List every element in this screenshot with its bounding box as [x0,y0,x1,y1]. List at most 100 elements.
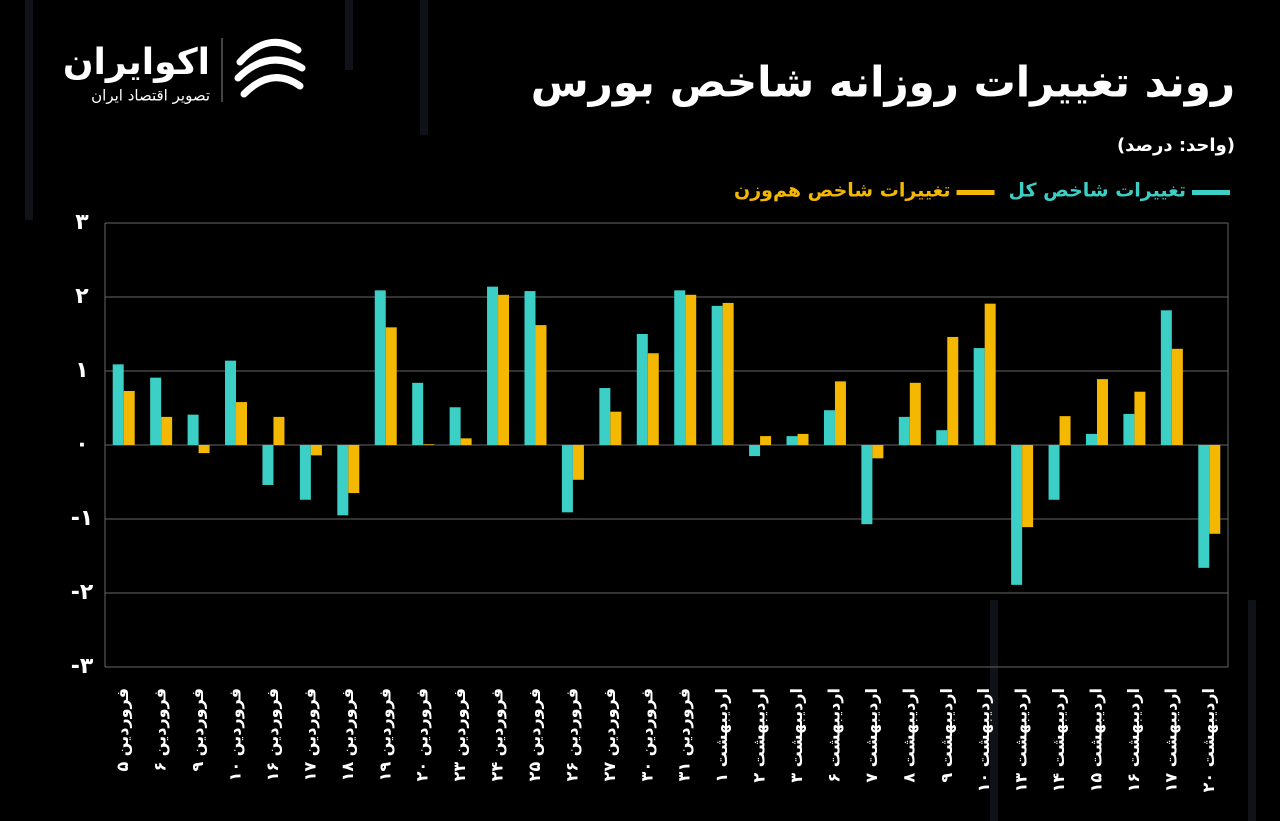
x-tick-label: فروردین ۱۹ [375,688,394,781]
x-tick-label: اردیبهشت ۲ [750,688,769,783]
bar [1171,348,1183,445]
bar [973,348,985,445]
x-tick-label: فروردین ۲۰ [413,688,432,781]
bar [337,445,349,516]
x-tick-label: فروردین ۲۴ [488,688,507,781]
bar [236,402,248,445]
bar [872,445,884,459]
bar [112,364,124,445]
bar [1022,445,1034,528]
bar [535,325,547,445]
logo-icon [234,38,306,98]
y-tick-label: -۲ [71,580,94,605]
bar [385,327,397,445]
x-tick-label: فروردین ۹ [188,688,207,772]
bar [487,286,499,445]
bar [711,305,723,445]
bar [423,444,435,445]
bar [823,410,835,445]
x-tick-label: اردیبهشت ۱۵ [1086,688,1105,792]
logo-name: اکوایران [63,42,210,83]
bar [348,445,360,494]
bar [524,291,536,445]
bar [786,436,798,445]
bar [861,445,873,525]
decoration [25,0,1256,821]
legend-label: تغییرات شاخص کل [1009,180,1186,202]
bar [150,377,162,445]
bar [273,416,285,445]
bar [198,445,210,454]
y-tick-label: ۲ [75,284,89,309]
bar [1123,413,1135,445]
bar [760,436,772,445]
x-tick-label: فروردین ۲۳ [450,688,469,781]
bar [374,290,386,445]
bar [909,382,921,445]
chart-subtitle: (واحد: درصد) [1117,135,1235,156]
bar [412,382,424,445]
x-tick-label: فروردین ۱۰ [226,688,245,781]
bar [1096,379,1108,445]
x-tick-label: اردیبهشت ۸ [899,688,918,783]
bar [310,445,322,456]
bar [947,336,959,445]
x-tick-label: فروردین ۳۱ [675,688,694,781]
chart-title: روند تغییرات روزانه شاخص بورس [531,58,1235,108]
x-tick-label: فروردین ۱۸ [338,688,357,781]
y-tick-label: ۳ [75,210,89,235]
x-tick-label: فروردین ۱۶ [263,688,282,781]
legend-swatch [956,190,995,195]
bar [685,294,697,445]
x-tick-label: فروردین ۵ [113,688,132,772]
bar [749,445,761,457]
bar [161,416,173,445]
x-tick-label: اردیبهشت ۳ [787,688,806,783]
x-tick-label: اردیبهشت ۱۴ [1049,688,1068,792]
legend-swatch [1192,190,1230,195]
bar [984,303,996,445]
bar [674,290,686,445]
bar [599,388,611,445]
x-tick-label: اردیبهشت ۹ [937,688,956,783]
bar [1011,445,1023,585]
y-tick-label: -۳ [71,654,94,679]
x-tick-label: فروردین ۲۶ [562,688,581,781]
bar [1059,416,1071,445]
bar [460,438,472,445]
legend-label: تغییرات شاخص هم‌وزن [734,180,951,202]
x-tick-label: اردیبهشت ۱۶ [1124,688,1143,792]
bar [1160,310,1172,445]
x-tick-label: اردیبهشت ۲۰ [1199,688,1218,792]
x-tick-label: فروردین ۳۰ [637,688,656,781]
y-tick-label: ۰ [75,432,88,457]
x-tick-label: اردیبهشت ۱۷ [1161,688,1180,792]
bar [610,411,622,445]
bar [1085,433,1097,445]
x-tick-label: فروردین ۲۷ [600,688,619,781]
y-tick-label: ۱ [75,358,88,383]
x-tick-label: اردیبهشت ۷ [862,688,881,783]
bar [834,381,846,445]
bar [647,353,659,445]
bar [498,294,510,445]
bar [797,433,809,445]
bar [449,407,461,445]
bar [225,360,237,445]
bar [187,414,199,445]
x-tick-label: فروردین ۱۷ [300,688,319,781]
bar [898,416,910,445]
bar [572,445,584,480]
x-tick-label: فروردین ۶ [151,688,170,772]
bar [936,430,948,445]
bar [1134,391,1146,445]
logo: اکوایران تصویر اقتصاد ایران [63,38,306,105]
logo-tagline: تصویر اقتصاد ایران [91,87,210,105]
bar [1209,445,1221,534]
bar [1048,445,1060,500]
x-tick-label: فروردین ۲۵ [525,688,544,781]
x-tick-label: اردیبهشت ۶ [824,688,843,783]
x-tick-label: اردیبهشت ۱۰ [974,688,993,792]
bar [1198,445,1210,568]
